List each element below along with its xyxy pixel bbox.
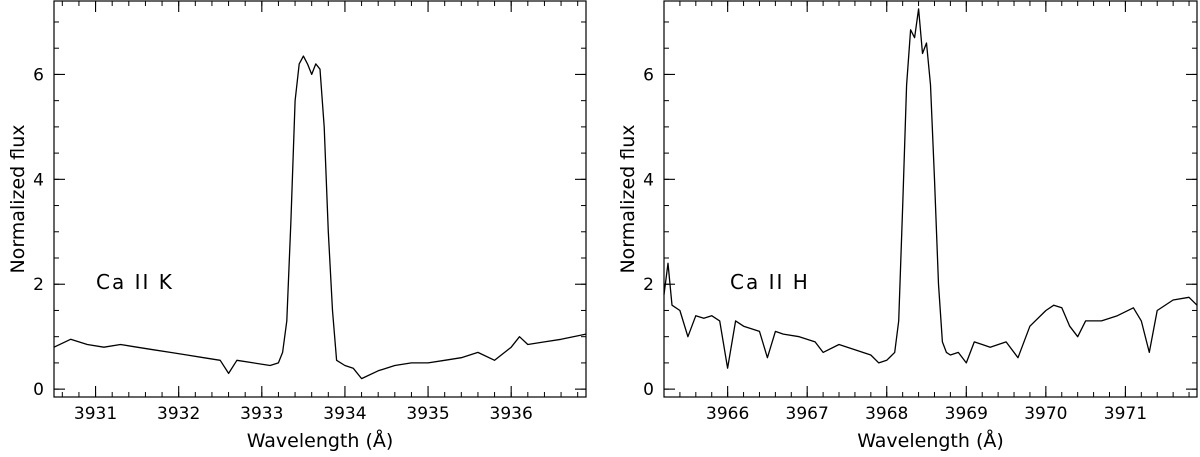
y-tick-label: 2 [33, 275, 44, 295]
y-tick-label: 6 [643, 65, 654, 85]
x-tick-label: 3931 [74, 404, 117, 424]
y-tick-label: 0 [643, 380, 654, 400]
x-tick-label: 3968 [865, 404, 908, 424]
y-tick-label: 0 [33, 380, 44, 400]
x-axis-label: Wavelength (Å) [857, 429, 1004, 452]
x-tick-label: 3934 [323, 404, 366, 424]
panel-ca-ii-k: 3931 3932 3933 3934 3935 3936 0 2 4 6 Wavelength (… [7, 0, 587, 452]
x-tick-label: 3970 [1024, 404, 1067, 424]
spectrum-line [663, 8, 1198, 369]
x-tick-label: 3969 [945, 404, 988, 424]
x-tick-label: 3967 [786, 404, 829, 424]
x-axis-label: Wavelength (Å) [247, 429, 394, 452]
x-tick-label: 3932 [157, 404, 200, 424]
y-axis-label: Normalized flux [7, 124, 29, 273]
x-tick-label: 3936 [490, 404, 533, 424]
spectrum-line [53, 55, 587, 380]
y-axis-label: Normalized flux [617, 124, 639, 273]
y-tick-label: 4 [33, 170, 44, 190]
panel-ca-ii-h: 3966 3967 3968 3969 3970 3971 0 2 4 6 Wavelength (… [617, 0, 1198, 452]
x-tick-label: 3971 [1104, 404, 1147, 424]
x-tick-label: 3933 [240, 404, 283, 424]
y-tick-label: 4 [643, 170, 654, 190]
line-annotation: Ca II K [96, 270, 174, 294]
y-tick-label: 6 [33, 65, 44, 85]
plot-frame [53, 0, 587, 398]
line-annotation: Ca II H [730, 270, 810, 294]
x-tick-label: 3966 [706, 404, 749, 424]
x-tick-label: 3935 [406, 404, 449, 424]
y-tick-label: 2 [643, 275, 654, 295]
plot-frame [663, 0, 1198, 398]
